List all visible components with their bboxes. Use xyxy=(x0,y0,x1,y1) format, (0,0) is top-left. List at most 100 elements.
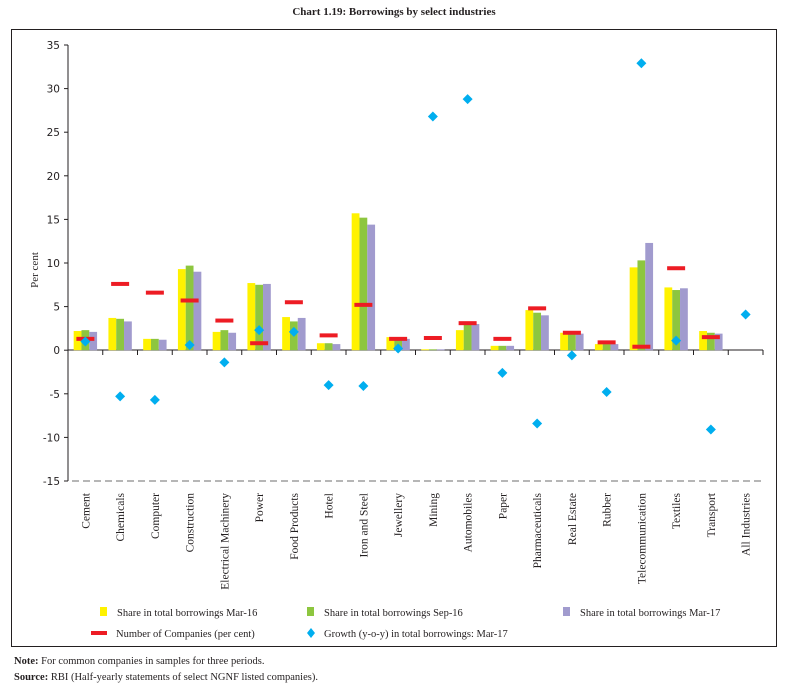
note-label: Note: xyxy=(14,656,39,667)
y-axis-label: Per cent xyxy=(29,252,41,288)
legend-label: Share in total borrowings Mar-16 xyxy=(117,608,257,619)
growth-diamond xyxy=(740,309,751,320)
y-tick-label: -10 xyxy=(43,432,60,444)
growth-diamond xyxy=(115,391,126,402)
bar xyxy=(212,331,221,351)
growth-diamond xyxy=(149,394,160,405)
legend-swatch xyxy=(100,607,107,616)
bar xyxy=(498,345,507,351)
legend-swatch xyxy=(91,631,107,635)
category-label: Real Estate xyxy=(567,493,579,545)
bar xyxy=(436,349,445,351)
bar xyxy=(714,333,723,351)
growth-diamond xyxy=(358,380,369,391)
growth-diamond xyxy=(497,367,508,378)
company-share-dash xyxy=(562,330,581,335)
company-share-dash xyxy=(215,318,234,323)
bar xyxy=(150,338,159,351)
bar xyxy=(228,332,237,351)
bar xyxy=(421,349,429,351)
bar xyxy=(158,339,167,351)
legend-label: Growth (y-o-y) in total borrowings: Mar-… xyxy=(324,629,508,640)
bar xyxy=(89,331,98,351)
bar xyxy=(177,269,186,351)
company-share-dash xyxy=(145,290,164,295)
growth-diamond xyxy=(636,58,647,69)
chart-title: Chart 1.19: Borrowings by select industr… xyxy=(292,6,496,18)
note-text: For common companies in samples for thre… xyxy=(38,656,265,667)
growth-diamond xyxy=(219,357,230,368)
company-share-dash xyxy=(458,321,477,326)
growth-diamond xyxy=(288,326,299,337)
bar xyxy=(282,317,290,351)
growth-diamond xyxy=(80,336,91,347)
bar xyxy=(324,343,333,351)
company-share-dash xyxy=(667,266,686,271)
company-share-dash xyxy=(701,335,720,340)
company-share-dash xyxy=(111,281,130,286)
company-share-dash xyxy=(597,340,616,345)
category-label: All Industries xyxy=(741,492,753,555)
company-share-dash xyxy=(389,336,408,341)
legend-label: Number of Companies (per cent) xyxy=(116,629,255,640)
source: Source: RBI (Half-yearly statements of s… xyxy=(14,672,318,683)
category-label: Construction xyxy=(185,493,197,553)
bar xyxy=(297,317,306,351)
bar xyxy=(220,330,229,351)
bar xyxy=(506,345,515,351)
category-label: Jewellery xyxy=(393,493,405,537)
growth-diamond xyxy=(566,350,577,361)
company-share-dash xyxy=(493,336,512,341)
category-label: Power xyxy=(254,493,266,523)
y-tick-label: 25 xyxy=(47,127,60,139)
bar xyxy=(533,312,542,351)
growth-diamond xyxy=(601,387,612,398)
bar xyxy=(108,317,117,351)
source-label: Source: xyxy=(14,672,49,683)
company-share-dash xyxy=(423,335,442,340)
bar xyxy=(541,315,549,351)
growth-diamond xyxy=(705,424,716,435)
company-share-dash xyxy=(632,344,651,349)
bar xyxy=(664,287,673,351)
bar xyxy=(610,344,619,351)
chart-frame xyxy=(11,29,777,647)
y-tick-label: -15 xyxy=(43,476,60,488)
growth-diamond xyxy=(671,335,682,346)
y-tick-label: 30 xyxy=(47,84,60,96)
company-share-dash xyxy=(528,306,547,311)
y-tick-label: 5 xyxy=(53,302,60,314)
legend-swatch xyxy=(307,607,314,616)
bar xyxy=(332,344,341,351)
category-label: Textiles xyxy=(671,492,683,529)
source-text: RBI (Half-yearly statements of select NG… xyxy=(48,672,318,683)
growth-diamond xyxy=(532,418,543,429)
category-label: Cement xyxy=(80,492,92,529)
bar xyxy=(455,330,464,351)
legend-label: Share in total borrowings Sep-16 xyxy=(324,608,463,619)
bar xyxy=(367,224,376,351)
bar xyxy=(680,288,688,351)
company-share-dash xyxy=(250,341,269,346)
y-tick-label: -5 xyxy=(50,389,60,401)
bar xyxy=(490,345,499,351)
bar xyxy=(471,324,480,351)
category-label: Chemicals xyxy=(115,492,127,541)
bar xyxy=(672,290,681,351)
bar xyxy=(428,349,437,351)
bar xyxy=(645,242,654,351)
category-label: Computer xyxy=(150,493,162,539)
legend-swatch xyxy=(563,607,570,616)
bar xyxy=(124,321,132,351)
company-share-dash xyxy=(319,333,338,338)
company-share-dash xyxy=(284,300,303,305)
legend-label: Share in total borrowings Mar-17 xyxy=(580,608,720,619)
bar xyxy=(386,337,395,351)
bar xyxy=(567,333,576,351)
bar xyxy=(263,283,271,351)
y-tick-label: 15 xyxy=(47,214,60,226)
bar xyxy=(629,267,638,351)
bar xyxy=(594,344,603,351)
category-label: Paper xyxy=(497,493,509,519)
